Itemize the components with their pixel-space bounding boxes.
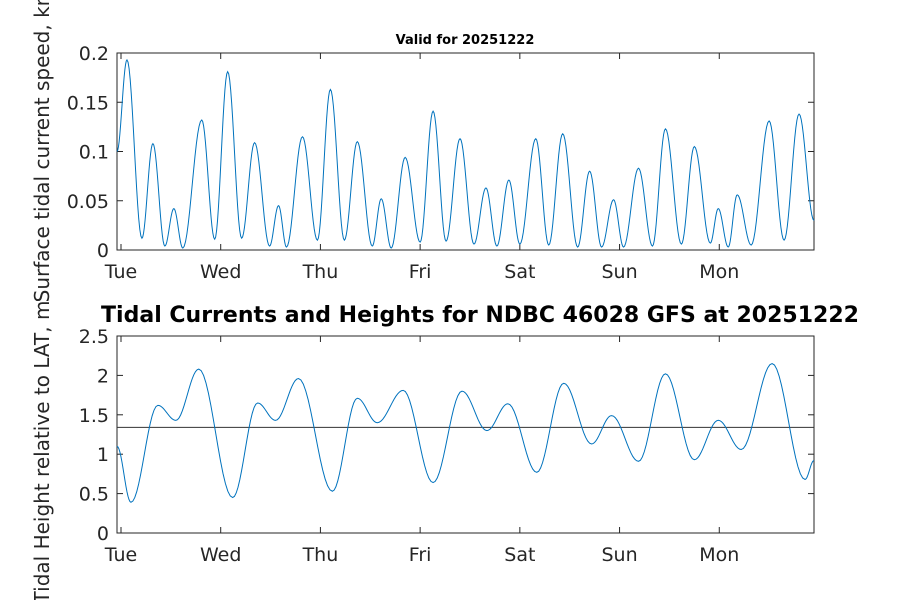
current-speed-x-tick-label: Thu [302, 261, 339, 283]
tidal-height-x-tick-label: Sat [504, 544, 535, 566]
current-speed-axes [116, 52, 815, 251]
tidal-height-y-label: Tidal Height relative to LAT, m [30, 301, 54, 600]
tidal-height-title: Tidal Currents and Heights for NDBC 4602… [101, 303, 859, 328]
tidal-height-x-tick-label: Wed [200, 544, 241, 566]
current-speed-y-tick-label: 0.15 [67, 92, 109, 114]
tidal-height-x-tick-label: Tue [104, 544, 137, 566]
tidal-height-line [116, 363, 815, 503]
current-speed-x-tick-label: Sun [601, 261, 637, 283]
tidal-height-x-tick-label: Thu [302, 544, 339, 566]
current-speed-x-tick-label: Mon [699, 261, 739, 283]
tidal-height-y-tick-label: 0.5 [79, 484, 109, 506]
current-speed-y-label: Surface tidal current speed, kn [30, 0, 54, 302]
tidal-height-x-tick-label: Mon [699, 544, 739, 566]
current-speed-title: Valid for 20251222 [396, 33, 535, 48]
tidal-height-y-tick-label: 0 [97, 523, 109, 545]
tidal-height-panel: Tidal Currents and Heights for NDBC 4602… [30, 301, 859, 600]
current-speed-y-tick-label: 0.05 [67, 191, 109, 213]
current-speed-line [116, 58, 815, 249]
tidal-height-x-tick-label: Sun [601, 544, 637, 566]
tidal-height-y-ticks: 0 0.5 1 1.5 2 2.5 [79, 326, 814, 545]
current-speed-x-tick-label: Sat [504, 261, 535, 283]
current-speed-x-tick-label: Fri [409, 261, 432, 283]
current-speed-y-tick-label: 0.1 [79, 142, 109, 164]
current-speed-y-ticks: 0 0.05 0.1 0.15 0.2 [67, 43, 814, 262]
current-speed-panel: Valid for 20251222 Surface tidal current… [30, 0, 815, 302]
tidal-height-x-tick-label: Fri [409, 544, 432, 566]
tidal-height-y-tick-label: 1.5 [79, 405, 109, 427]
current-speed-x-tick-label: Wed [200, 261, 241, 283]
current-speed-x-tick-label: Tue [104, 261, 137, 283]
tidal-height-y-tick-label: 2.5 [79, 326, 109, 348]
current-speed-y-tick-label: 0 [97, 240, 109, 262]
tidal-height-axes [116, 335, 815, 534]
tidal-height-x-ticks: Tue Wed Thu Fri Sat Sun Mon [104, 336, 739, 566]
current-speed-x-ticks: Tue Wed Thu Fri Sat Sun Mon [104, 53, 739, 283]
tidal-height-y-tick-label: 2 [97, 365, 109, 387]
current-speed-y-tick-label: 0.2 [79, 43, 109, 65]
tidal-height-y-tick-label: 1 [97, 444, 109, 466]
